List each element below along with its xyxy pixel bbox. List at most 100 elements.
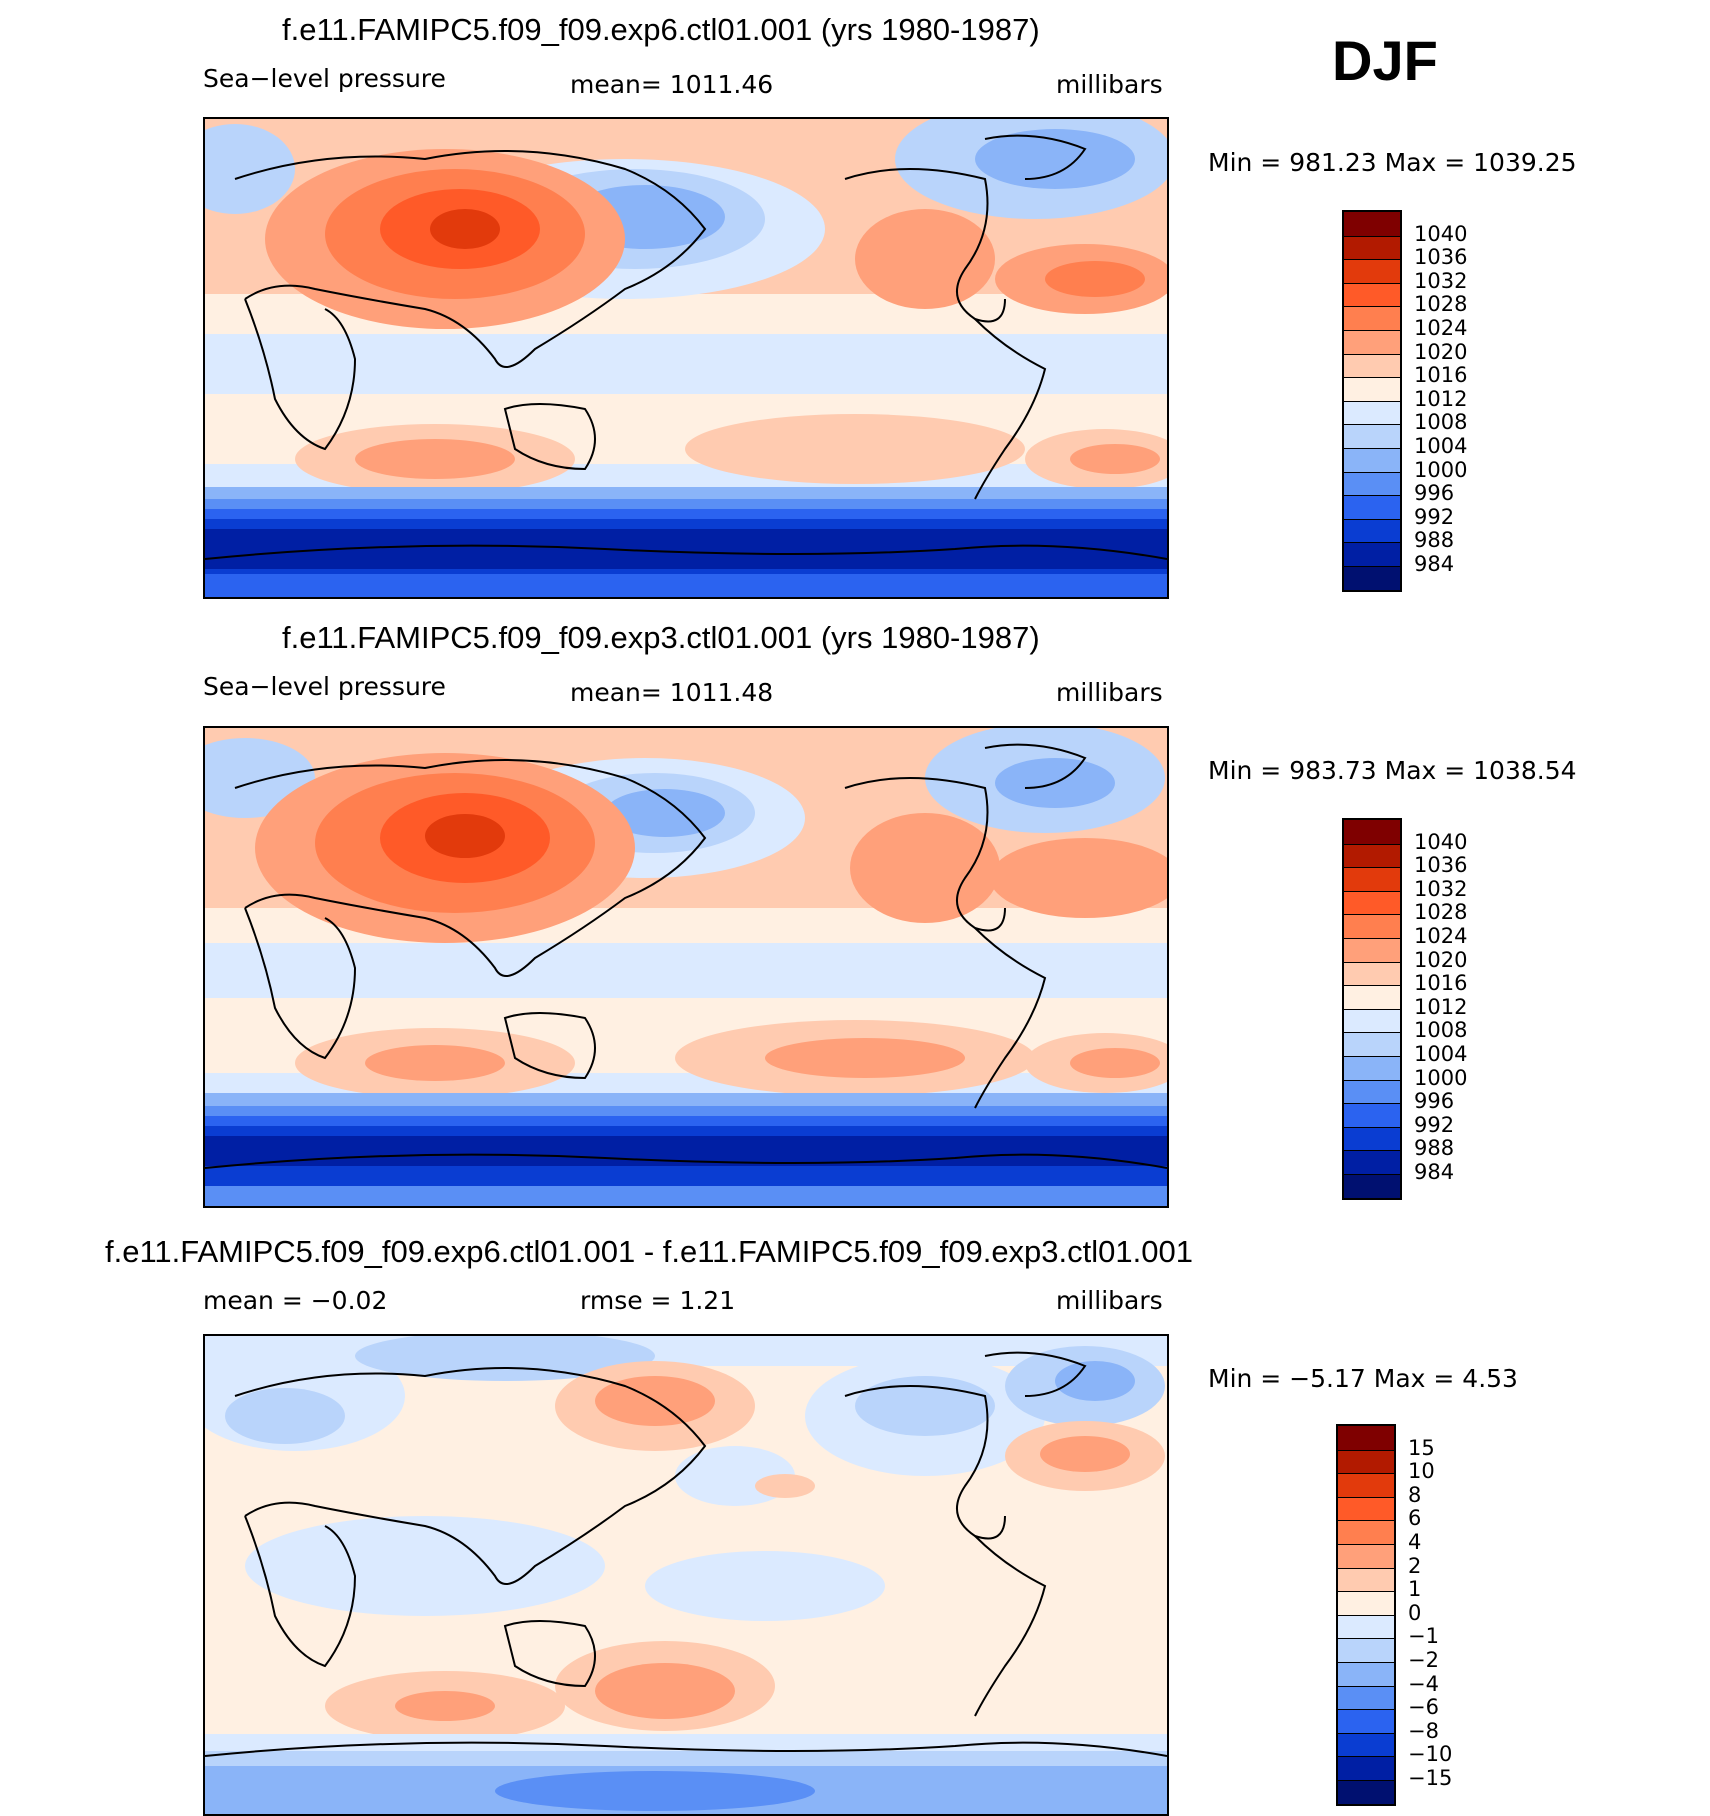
panel3-colorbar-tick-label: −15 bbox=[1408, 1766, 1453, 1790]
panel3-contour-plot bbox=[205, 1336, 1167, 1814]
panel1-colorbar-swatch bbox=[1344, 282, 1400, 307]
panel3-colorbar-swatch bbox=[1338, 1709, 1394, 1733]
panel3-mean-label: mean = −0.02 bbox=[203, 1286, 388, 1315]
panel1-contour-plot bbox=[205, 119, 1167, 597]
panel2-title: f.e11.FAMIPC5.f09_f09.exp3.ctl01.001 (yr… bbox=[282, 620, 1040, 655]
panel2-colorbar-tick-label: 1040 bbox=[1414, 829, 1468, 854]
panel3-colorbar-tick-label: 1 bbox=[1408, 1577, 1422, 1602]
panel2-colorbar-tick-label: 988 bbox=[1414, 1136, 1455, 1161]
panel2-colorbar-tick-label: 984 bbox=[1414, 1160, 1455, 1184]
panel3-minmax-label: Min = −5.17 Max = 4.53 bbox=[1208, 1364, 1518, 1393]
panel3-colorbar bbox=[1336, 1424, 1396, 1806]
panel2-colorbar-swatch bbox=[1344, 1032, 1400, 1056]
panel3-colorbar-tick-label: 10 bbox=[1408, 1459, 1435, 1484]
panel1-colorbar-swatch bbox=[1344, 235, 1400, 260]
panel2-colorbar-swatch bbox=[1344, 820, 1400, 844]
panel1-colorbar-tick-label: 1000 bbox=[1414, 457, 1468, 482]
panel1-colorbar-tick-label: 1040 bbox=[1414, 221, 1468, 246]
panel2-units-label: millibars bbox=[1056, 678, 1163, 707]
panel2-colorbar bbox=[1342, 818, 1402, 1200]
panel2-colorbar-tick-label: 1016 bbox=[1414, 971, 1468, 996]
panel3-colorbar-tick-label: 15 bbox=[1408, 1435, 1435, 1460]
panel1-colorbar-tick-label: 1008 bbox=[1414, 410, 1468, 435]
panel1-colorbar-swatch bbox=[1344, 212, 1400, 236]
panel3-title: f.e11.FAMIPC5.f09_f09.exp6.ctl01.001 - f… bbox=[105, 1234, 1193, 1269]
panel1-colorbar-swatch bbox=[1344, 471, 1400, 496]
panel2-colorbar-swatch bbox=[1344, 937, 1400, 962]
panel2-colorbar-tick-label: 992 bbox=[1414, 1112, 1455, 1137]
panel3-colorbar-swatch bbox=[1338, 1661, 1394, 1686]
panel1-mean-label: mean= 1011.46 bbox=[570, 70, 774, 99]
panel1-colorbar bbox=[1342, 210, 1402, 592]
panel1-colorbar-tick-label: 984 bbox=[1414, 552, 1455, 576]
panel1-variable-label: Sea−level pressure bbox=[203, 64, 446, 93]
panel3-colorbar-tick-label: −10 bbox=[1408, 1742, 1453, 1767]
panel1-units-label: millibars bbox=[1056, 70, 1163, 99]
panel1-minmax-label: Min = 981.23 Max = 1039.25 bbox=[1208, 148, 1577, 177]
panel3-colorbar-tick-label: 6 bbox=[1408, 1506, 1422, 1531]
panel1-colorbar-swatch bbox=[1344, 377, 1400, 401]
panel2-colorbar-tick-label: 1000 bbox=[1414, 1065, 1468, 1090]
panel1-colorbar-tick-label: 1024 bbox=[1414, 316, 1468, 340]
panel2-colorbar-tick-label: 996 bbox=[1414, 1089, 1455, 1114]
panel3-colorbar-swatch bbox=[1338, 1685, 1394, 1710]
panel1-colorbar-swatch bbox=[1344, 400, 1400, 425]
panel3-units-label: millibars bbox=[1056, 1286, 1163, 1315]
panel1-colorbar-tick-label: 1028 bbox=[1414, 292, 1468, 317]
season-label: DJF bbox=[1332, 29, 1438, 92]
panel1-colorbar-tick-label: 1036 bbox=[1414, 245, 1468, 270]
panel2-variable-label: Sea−level pressure bbox=[203, 672, 446, 701]
panel1-colorbar-swatch bbox=[1344, 565, 1400, 590]
panel2-colorbar-swatch bbox=[1344, 890, 1400, 915]
panel1-colorbar-tick-label: 992 bbox=[1414, 504, 1455, 529]
panel3-colorbar-tick-label: 8 bbox=[1408, 1482, 1422, 1507]
panel1-colorbar-swatch bbox=[1344, 424, 1400, 448]
panel2-mean-label: mean= 1011.48 bbox=[570, 678, 774, 707]
panel1-colorbar-tick-label: 1012 bbox=[1414, 386, 1468, 411]
panel2-colorbar-swatch bbox=[1344, 843, 1400, 868]
panel1-colorbar-swatch bbox=[1344, 542, 1400, 566]
panel1-colorbar-tick-label: 1016 bbox=[1414, 363, 1468, 388]
panel2-colorbar-tick-label: 1020 bbox=[1414, 947, 1468, 972]
panel1-colorbar-swatch bbox=[1344, 447, 1400, 472]
panel2-colorbar-swatch bbox=[1344, 1079, 1400, 1104]
panel3-map bbox=[203, 1334, 1169, 1816]
panel3-colorbar-tick-label: 0 bbox=[1408, 1600, 1422, 1625]
panel2-colorbar-tick-label: 1004 bbox=[1414, 1042, 1468, 1066]
panel3-colorbar-tick-label: 2 bbox=[1408, 1553, 1422, 1578]
panel3-colorbar-tick-label: −8 bbox=[1408, 1718, 1439, 1743]
panel3-colorbar-tick-label: −4 bbox=[1408, 1671, 1439, 1696]
panel2-colorbar-tick-label: 1012 bbox=[1414, 994, 1468, 1019]
panel3-colorbar-swatch bbox=[1338, 1496, 1394, 1521]
panel3-colorbar-swatch bbox=[1338, 1426, 1394, 1450]
panel1-colorbar-swatch bbox=[1344, 259, 1400, 283]
panel3-colorbar-swatch bbox=[1338, 1520, 1394, 1544]
panel3-colorbar-swatch bbox=[1338, 1779, 1394, 1804]
panel1-colorbar-swatch bbox=[1344, 329, 1400, 354]
panel1-colorbar-tick-label: 1020 bbox=[1414, 339, 1468, 364]
panel3-colorbar-swatch bbox=[1338, 1591, 1394, 1615]
panel3-colorbar-tick-label: −6 bbox=[1408, 1695, 1439, 1720]
panel1-colorbar-swatch bbox=[1344, 495, 1400, 519]
panel3-colorbar-swatch bbox=[1338, 1638, 1394, 1662]
panel2-colorbar-swatch bbox=[1344, 1150, 1400, 1174]
panel2-colorbar-tick-label: 1024 bbox=[1414, 924, 1468, 948]
panel1-colorbar-swatch bbox=[1344, 353, 1400, 378]
panel2-colorbar-swatch bbox=[1344, 1103, 1400, 1127]
panel3-colorbar-swatch bbox=[1338, 1567, 1394, 1592]
panel2-colorbar-tick-label: 1008 bbox=[1414, 1018, 1468, 1043]
panel2-contour-plot bbox=[205, 728, 1167, 1206]
panel3-colorbar-swatch bbox=[1338, 1756, 1394, 1780]
panel2-colorbar-tick-label: 1028 bbox=[1414, 900, 1468, 925]
panel1-colorbar-swatch bbox=[1344, 306, 1400, 330]
panel2-colorbar-tick-label: 1032 bbox=[1414, 876, 1468, 901]
panel1-colorbar-tick-label: 1004 bbox=[1414, 434, 1468, 458]
panel2-colorbar-swatch bbox=[1344, 1126, 1400, 1151]
panel3-colorbar-tick-label: −1 bbox=[1408, 1624, 1439, 1649]
panel2-colorbar-swatch bbox=[1344, 867, 1400, 891]
panel3-colorbar-swatch bbox=[1338, 1449, 1394, 1474]
panel1-map bbox=[203, 117, 1169, 599]
panel3-colorbar-tick-label: 4 bbox=[1408, 1530, 1422, 1554]
panel3-colorbar-swatch bbox=[1338, 1614, 1394, 1639]
panel2-colorbar-swatch bbox=[1344, 914, 1400, 938]
